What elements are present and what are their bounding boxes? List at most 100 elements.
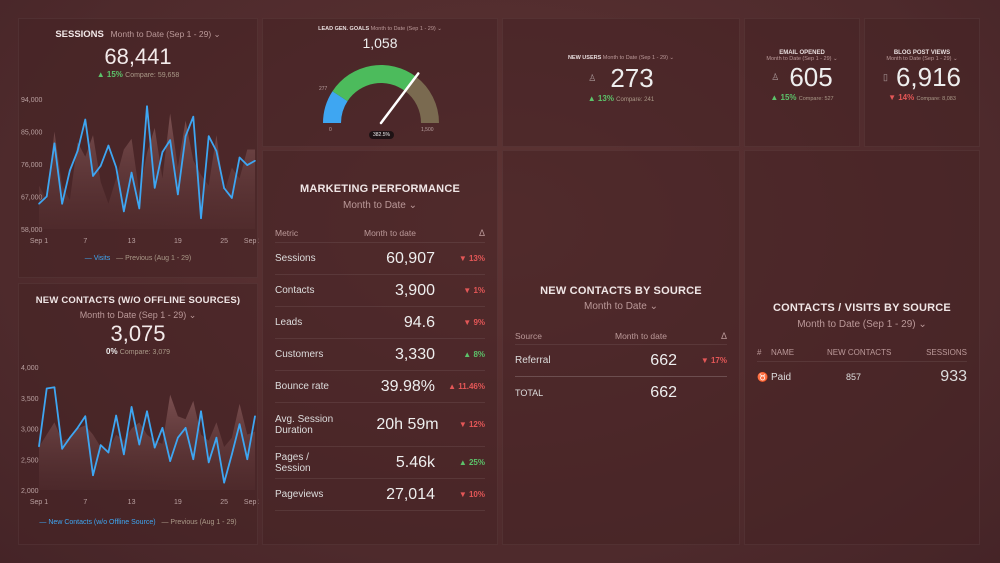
data-point bbox=[146, 105, 148, 108]
table-row[interactable]: Pageviews 27,014 ▼ 10% bbox=[275, 479, 485, 511]
contacts-visits-by-source-widget: CONTACTS / VISITS BY SOURCE Month to Dat… bbox=[744, 150, 980, 545]
table-row[interactable]: Contacts 3,900 ▼ 1% bbox=[275, 275, 485, 307]
metric-name: Avg. Session Duration bbox=[275, 413, 334, 436]
data-point bbox=[200, 410, 202, 413]
period-dropdown[interactable]: Month to Date (Sep 1 - 29) ⌄ bbox=[886, 56, 958, 62]
lead-gen-goals-widget: LEAD GEN. GOALS Month to Date (Sep 1 - 2… bbox=[262, 18, 498, 147]
header-month-to-date: Month to date bbox=[364, 227, 416, 238]
change-badge: ▼ 9% bbox=[463, 318, 485, 327]
y-tick-label: 4,000 bbox=[21, 365, 39, 372]
period-label: Month to Date (Sep 1 - 29) bbox=[110, 29, 212, 39]
metric-value: 3,330 bbox=[394, 345, 435, 363]
data-point bbox=[123, 210, 125, 213]
x-tick-label: 13 bbox=[128, 499, 136, 506]
change-value: 15% bbox=[106, 70, 123, 79]
gauge-goal-label: 277 bbox=[319, 86, 328, 92]
data-point bbox=[192, 458, 195, 461]
change-value: 11.46% bbox=[458, 382, 485, 391]
total-row: TOTAL 662 bbox=[515, 377, 727, 409]
new-contacts-value: 3,075 bbox=[110, 321, 166, 346]
x-tick-label: 13 bbox=[128, 238, 136, 245]
widget-title: LEAD GEN. GOALS bbox=[318, 26, 370, 32]
data-point bbox=[146, 410, 148, 413]
widget-title: BLOG POST VIEWS bbox=[893, 50, 951, 56]
table-header: Metric Month to date Δ bbox=[275, 223, 485, 243]
x-tick-label: 25 bbox=[220, 238, 228, 245]
data-point bbox=[254, 415, 256, 417]
sessions-chart: 94,000 85,000 76,000 67,000 58,000 Sep 1 7 13 19… bbox=[21, 97, 259, 245]
data-point bbox=[107, 144, 110, 147]
period-label: Month to Date bbox=[584, 301, 647, 312]
gauge-value-segment bbox=[332, 65, 416, 102]
data-point bbox=[223, 481, 225, 484]
period-dropdown[interactable]: Month to Date (Sep 1 - 29) ⌄ bbox=[602, 55, 675, 61]
change-value: 15% bbox=[780, 93, 797, 102]
table-row[interactable]: Pages / Session 5.46k ▲ 25% bbox=[275, 447, 485, 479]
table-row[interactable]: Referral 662 ▼ 17% bbox=[515, 345, 727, 377]
data-point bbox=[246, 164, 249, 166]
metric-name: Sessions bbox=[275, 253, 316, 264]
header-delta: Δ bbox=[720, 330, 727, 341]
change-value: 8% bbox=[473, 350, 485, 359]
data-point bbox=[215, 150, 218, 152]
data-point bbox=[76, 427, 79, 429]
new-contacts-value: 857 bbox=[846, 372, 862, 382]
gauge-min-label: 0 bbox=[329, 127, 332, 133]
table-row[interactable]: Leads 94.6 ▼ 9% bbox=[275, 307, 485, 339]
header-new-contacts: NEW CONTACTS bbox=[827, 348, 892, 357]
data-point bbox=[238, 156, 241, 159]
period-dropdown[interactable]: Month to Date (Sep 1 - 29) ⌄ bbox=[797, 319, 927, 330]
data-point bbox=[161, 151, 164, 153]
data-point bbox=[153, 187, 156, 189]
blog-post-views-widget: BLOG POST VIEWS Month to Date (Sep 1 - 2… bbox=[864, 18, 980, 147]
compare-text: Compare: 59,658 bbox=[125, 72, 180, 79]
legend-new-contacts[interactable]: — New Contacts (w/o Offline Source) bbox=[39, 519, 156, 526]
data-point bbox=[69, 436, 71, 439]
compare-text: Compare: 527 bbox=[798, 96, 834, 102]
widget-title: CONTACTS / VISITS BY SOURCE bbox=[773, 302, 951, 314]
previous-series-area bbox=[39, 394, 255, 490]
medal-icon: ♉ bbox=[757, 371, 769, 382]
y-tick-label: 85,000 bbox=[21, 130, 43, 137]
change-value: 25% bbox=[468, 458, 485, 467]
data-point bbox=[153, 446, 156, 449]
data-point bbox=[238, 423, 241, 425]
change-badge: ▼ 17% bbox=[700, 356, 727, 365]
period-dropdown[interactable]: Month to Date (Sep 1 - 29) ⌄ bbox=[370, 26, 442, 32]
data-point bbox=[99, 165, 102, 167]
y-tick-label: 94,000 bbox=[21, 97, 43, 104]
legend-previous[interactable]: — Previous (Aug 1 - 29) bbox=[116, 255, 192, 262]
data-point bbox=[45, 387, 48, 390]
table-row[interactable]: Sessions 60,907 ▼ 13% bbox=[275, 243, 485, 275]
data-point bbox=[254, 159, 256, 162]
change-badge: ▼ 12% bbox=[458, 420, 485, 429]
period-label: Month to Date (Sep 1 - 29) bbox=[886, 56, 952, 62]
period-dropdown[interactable]: Month to Date (Sep 1 - 29) ⌄ bbox=[111, 29, 221, 39]
data-point bbox=[45, 195, 48, 198]
data-point bbox=[246, 458, 249, 461]
table-row[interactable]: Avg. Session Duration 20h 59m ▼ 12% bbox=[275, 403, 485, 447]
legend-visits[interactable]: — Visits bbox=[84, 255, 111, 262]
metric-name: Pages / Session bbox=[275, 451, 311, 474]
data-point bbox=[161, 427, 164, 429]
change-badge: ▼ 13% bbox=[458, 254, 485, 263]
x-tick-label: 7 bbox=[83, 238, 87, 245]
period-dropdown[interactable]: Month to Date (Sep 1 - 29) ⌄ bbox=[19, 310, 257, 321]
widget-title: MARKETING PERFORMANCE bbox=[299, 183, 461, 195]
data-point bbox=[184, 135, 187, 137]
new-contacts-by-source-widget: NEW CONTACTS BY SOURCE Month to Date ⌄ S… bbox=[502, 150, 740, 545]
period-dropdown[interactable]: Month to Date (Sep 1 - 29) ⌄ bbox=[766, 56, 838, 62]
period-dropdown[interactable]: Month to Date ⌄ bbox=[584, 301, 658, 312]
change-badge: ▲ 13% bbox=[587, 94, 614, 103]
table-row[interactable]: Bounce rate 39.98% ▲ 11.46% bbox=[275, 371, 485, 403]
period-dropdown[interactable]: Month to Date ⌄ bbox=[343, 200, 417, 211]
data-point bbox=[53, 142, 56, 145]
table-row[interactable]: Customers 3,330 ▲ 8% bbox=[275, 339, 485, 371]
source-value: 662 bbox=[650, 351, 677, 369]
table-row[interactable]: ♉ Paid 857 933 bbox=[757, 362, 967, 392]
total-value: 662 bbox=[650, 384, 677, 401]
data-point bbox=[223, 187, 225, 189]
legend-label: Previous (Aug 1 - 29) bbox=[125, 255, 192, 262]
data-point bbox=[207, 135, 210, 137]
legend-previous[interactable]: — Previous (Aug 1 - 29) bbox=[161, 519, 237, 526]
